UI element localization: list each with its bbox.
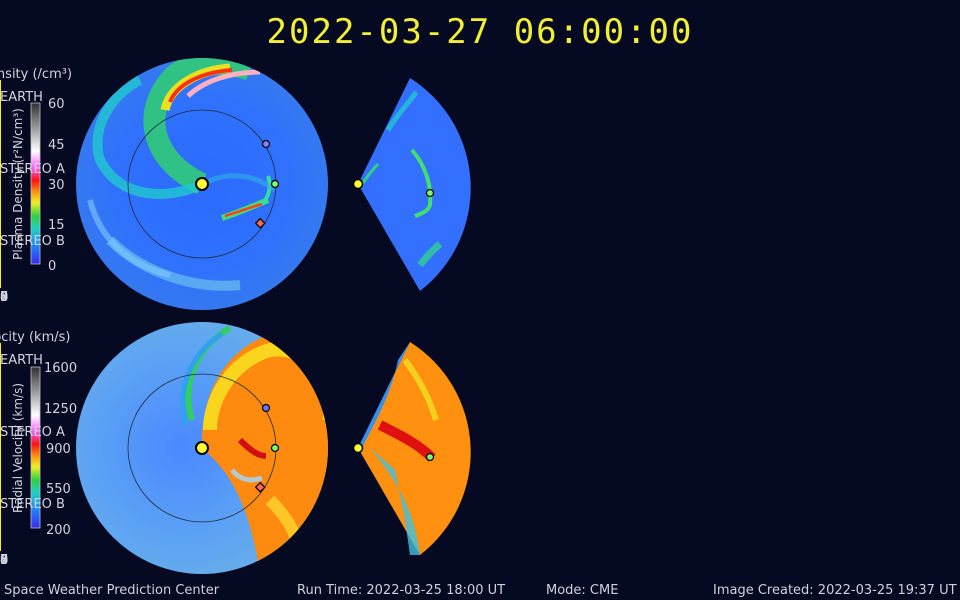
chart-title: Radial Velocity (km/s): [0, 330, 70, 345]
x-tick-label: 27: [0, 553, 8, 568]
earth-marker-icon: [425, 452, 435, 462]
colorbar-label: Plasma Density (r²N/cm³): [11, 108, 25, 260]
x-tick-label: 24: [0, 553, 8, 568]
x-tick-label: 25: [0, 553, 8, 568]
earth-marker-icon: [270, 443, 280, 453]
density-meridional-wedge: [358, 78, 471, 291]
colorbar-tick: 200: [46, 523, 71, 538]
stereo-b-marker-icon: [261, 403, 271, 413]
sun-icon: [352, 442, 364, 454]
velocity-time-series-chart: Radial Velocity (km/s)700500300EARTH 7005…: [0, 330, 70, 568]
colorbar-tick: 45: [48, 138, 65, 153]
earth-marker-icon: [425, 188, 435, 198]
panel-label: STEREO A: [0, 162, 65, 177]
colorbar-tick: 15: [48, 218, 65, 233]
footer-mode: Mode: CME: [546, 583, 619, 598]
x-tick-label: 30: [0, 553, 8, 568]
footer-org: Space Weather Prediction Center: [4, 583, 220, 598]
velocity-meridional-wedge: [358, 342, 471, 555]
stereo-a-marker-icon: [254, 481, 266, 493]
sun-icon: [352, 178, 364, 190]
panel-label: STEREO A: [0, 425, 65, 440]
panel-label: EARTH: [0, 353, 43, 368]
panel-label: STEREO B: [0, 497, 65, 512]
chart-title: Plasma Density (/cm³): [0, 67, 72, 82]
x-tick-label: 28: [0, 290, 8, 305]
density-colorbar: 60 45 30 15 0 Plasma Density (r²N/cm³): [11, 97, 65, 274]
chart-panel-stereo-a: 700500300STEREO A: [0, 417, 65, 477]
x-tick-label: 26: [0, 553, 8, 568]
chart-panel-earth: 155EARTH: [0, 82, 43, 142]
colorbar-tick: 30: [48, 178, 65, 193]
colorbar-tick: 1250: [44, 402, 77, 417]
colorbar-tick: 60: [48, 97, 65, 112]
x-tick-label: 29: [0, 553, 8, 568]
x-tick-label: 30: [0, 290, 8, 305]
sun-icon: [195, 441, 209, 455]
stereo-a-marker-icon: [254, 217, 266, 229]
colorbar-tick: 0: [48, 259, 56, 274]
x-tick-label: 27: [0, 290, 8, 305]
colorbar-tick: 900: [46, 442, 71, 457]
panel-label: EARTH: [0, 90, 43, 105]
velocity-ecliptic-disk: [76, 322, 328, 574]
velocity-colorbar: 1600 1250 900 550 200 Radial Velocity (k…: [11, 361, 77, 538]
earth-marker-icon: [270, 179, 280, 189]
chart-panel-stereo-a: 155STEREO A: [0, 154, 65, 214]
sun-icon: [195, 177, 209, 191]
footer-run-time: Run Time: 2022-03-25 18:00 UT: [297, 583, 506, 598]
x-tick-label: 29: [0, 290, 8, 305]
colorbar-tick: 550: [46, 482, 71, 497]
chart-panel-earth: 700500300EARTH: [0, 345, 43, 405]
density-time-series-chart: Plasma Density (/cm³)155EARTH 155STEREO A…: [0, 67, 72, 305]
footer-image-created: Image Created: 2022-03-25 19:37 UT: [713, 583, 957, 598]
panel-label: STEREO B: [0, 234, 65, 249]
x-tick-label: 28: [0, 553, 8, 568]
colorbar-label: Radial Velocity (km/s): [11, 383, 25, 513]
x-tick-label: 26: [0, 290, 8, 305]
x-tick-label: 24: [0, 290, 8, 305]
page-title: 2022-03-27 06:00:00: [266, 12, 694, 52]
chart-panel-stereo-b: 155STEREO B: [0, 226, 65, 286]
stereo-b-marker-icon: [261, 139, 271, 149]
x-tick-label: 25: [0, 290, 8, 305]
colorbar-tick: 1600: [44, 361, 77, 376]
markers: [195, 139, 435, 493]
chart-panel-stereo-b: 700500300STEREO B: [0, 489, 65, 549]
